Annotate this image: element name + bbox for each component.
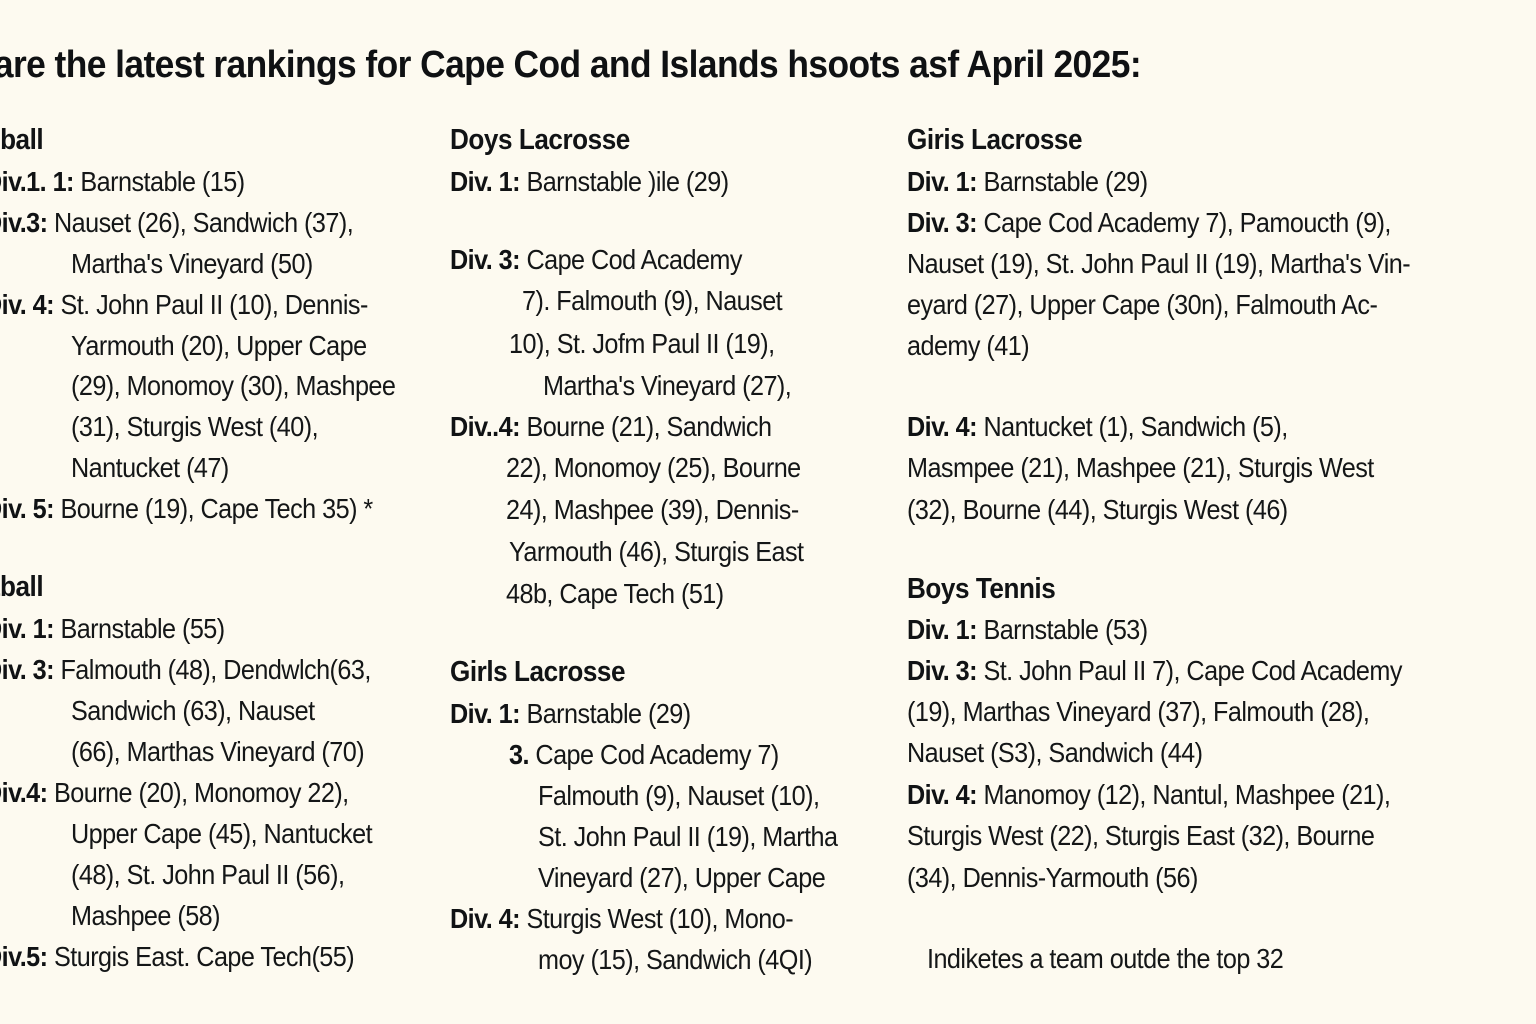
division-label: Div. 3: xyxy=(907,655,978,686)
division-teams-continued: 24), Mashpee (39), Dennis- xyxy=(506,494,799,525)
division-teams-continued: (19), Marthas Vineyard (37), Falmouth (2… xyxy=(907,696,1370,727)
division-teams: Barnstable )ile (29) xyxy=(526,166,729,197)
division-row: Div..4: Bourne (21), Sandwich xyxy=(450,410,772,444)
division-teams-continued: Sturgis West (22), Sturgis East (32), Bo… xyxy=(907,820,1375,851)
division-teams: Barnstable (53) xyxy=(983,614,1148,645)
division-teams: Barnstable (15) xyxy=(80,166,245,197)
division-teams: Falmouth (48), Dendwlch(63, xyxy=(60,654,371,685)
division-row: Div. 4: St. John Paul II (10), Dennis- xyxy=(0,288,368,322)
division-teams-continued: ademy (41) xyxy=(907,330,1030,361)
division-teams-continued: Falmouth (9), Nauset (10), xyxy=(538,780,820,811)
division-row: 3. Cape Cod Academy 7) xyxy=(509,738,779,772)
division-teams-continued: (29), Monomoy (30), Mashpee xyxy=(71,370,396,401)
division-row: Div. 1: Barnstable (29) xyxy=(907,165,1148,199)
division-row: Div. 1: Barnstable (53) xyxy=(907,613,1148,647)
division-label: Div. 3: xyxy=(0,654,55,685)
division-teams-continued: Nantucket (47) xyxy=(71,452,229,483)
division-teams-continued: Martha's Vineyard (50) xyxy=(71,248,313,279)
division-row: Div. 1: Barnstable )ile (29) xyxy=(450,165,729,199)
division-label: Div. 4: xyxy=(907,779,978,810)
division-label: Div.1. 1: xyxy=(0,166,74,197)
division-teams-continued: 7). Falmouth (9), Nauset xyxy=(522,285,783,316)
section-heading-boys-tennis: Boys Tennis xyxy=(907,573,1056,605)
division-label: Div.5: xyxy=(0,941,48,972)
division-teams: St. John Paul II (10), Dennis- xyxy=(60,289,368,320)
division-teams: Sturgis West (10), Mono- xyxy=(526,903,794,934)
division-teams: Bourne (19), Cape Tech 35) * xyxy=(60,493,373,524)
division-row: Div. 1: Barnstable (55) xyxy=(0,612,225,646)
footnote: Indiketes a team outde the top 32 xyxy=(927,943,1284,974)
division-teams: Sturgis East. Cape Tech(55) xyxy=(53,941,355,972)
division-label: Div. 5: xyxy=(0,493,55,524)
section-heading-baseball: eball xyxy=(0,124,44,156)
division-teams: Bourne (20), Monomoy 22), xyxy=(53,777,349,808)
division-teams-continued: St. John Paul II (19), Martha xyxy=(538,821,838,852)
division-row: Div.1. 1: Barnstable (15) xyxy=(0,165,245,199)
division-label: Div.4: xyxy=(0,777,48,808)
division-teams-continued: 22), Monomoy (25), Bourne xyxy=(506,452,801,483)
division-teams-continued: Sandwich (63), Nauset xyxy=(71,695,315,726)
division-teams: Barnstable (55) xyxy=(60,613,225,644)
division-teams: Nauset (26), Sandwich (37), xyxy=(53,207,354,238)
division-label: Div. 3: xyxy=(907,207,978,238)
division-label: Div..4: xyxy=(450,411,521,442)
division-label: 3. xyxy=(509,739,529,770)
division-teams-continued: (34), Dennis-Yarmouth (56) xyxy=(907,862,1198,893)
section-heading-softball: 'tball xyxy=(0,571,44,603)
division-row: Div.5: Sturgis East. Cape Tech(55) xyxy=(0,940,355,974)
division-label: Div. 1: xyxy=(450,166,521,197)
division-row: Div. 3: St. John Paul II 7), Cape Cod Ac… xyxy=(907,654,1402,688)
division-teams-continued: Nauset (S3), Sandwich (44) xyxy=(907,737,1203,768)
division-teams-continued: (66), Marthas Vineyard (70) xyxy=(71,736,365,767)
division-teams-continued: 48b, Cape Tech (51) xyxy=(506,578,724,609)
division-teams: Cape Cod Academy xyxy=(526,244,742,275)
division-teams-continued: eyard (27), Upper Cape (30n), Falmouth A… xyxy=(907,289,1378,320)
division-row: Div. 4: Manomoy (12), Nantul, Mashpee (2… xyxy=(907,778,1391,812)
division-label: Div. 4: xyxy=(450,903,521,934)
division-teams: Barnstable (29) xyxy=(526,698,691,729)
division-label: Div. 3: xyxy=(450,244,521,275)
division-teams-continued: Masmpee (21), Mashpee (21), Sturgis West xyxy=(907,452,1374,483)
division-row: Div. 4: Nantucket (1), Sandwich (5), xyxy=(907,410,1288,444)
division-teams-continued: Upper Cape (45), Nantucket xyxy=(71,818,373,849)
division-teams: Bourne (21), Sandwich xyxy=(526,411,772,442)
division-row: Div. 3: Cape Cod Academy xyxy=(450,243,742,277)
division-teams: Cape Cod Academy 7), Pamoucth (9), xyxy=(983,207,1391,238)
division-teams: Cape Cod Academy 7) xyxy=(535,739,779,770)
division-row: Div. 5: Bourne (19), Cape Tech 35) * xyxy=(0,492,373,526)
division-row: Div.4: Bourne (20), Monomoy 22), xyxy=(0,776,349,810)
division-teams: Nantucket (1), Sandwich (5), xyxy=(983,411,1288,442)
division-teams-continued: (48), St. John Paul II (56), xyxy=(71,859,345,890)
division-teams-continued: Yarmouth (20), Upper Cape xyxy=(71,330,367,361)
division-row: Div. 4: Sturgis West (10), Mono- xyxy=(450,902,794,936)
division-label: Div. 4: xyxy=(907,411,978,442)
division-teams: St. John Paul II 7), Cape Cod Academy xyxy=(983,655,1402,686)
division-label: Div. 1: xyxy=(0,613,55,644)
division-label: Div. 4: xyxy=(0,289,55,320)
section-heading-girls-lacrosse-2: Giris Lacrosse xyxy=(907,124,1083,156)
division-row: Div. 3: Cape Cod Academy 7), Pamoucth (9… xyxy=(907,206,1391,240)
division-teams-continued: 10), St. Jofm Paul II (19), xyxy=(509,328,775,359)
division-row: Div. 1: Barnstable (29) xyxy=(450,697,691,731)
division-label: Div. 1: xyxy=(907,166,978,197)
division-teams: Manomoy (12), Nantul, Mashpee (21), xyxy=(983,779,1391,810)
division-teams-continued: (32), Bourne (44), Sturgis West (46) xyxy=(907,494,1288,525)
division-teams-continued: Nauset (19), St. John Paul II (19), Mart… xyxy=(907,248,1411,279)
division-teams-continued: (31), Sturgis West (40), xyxy=(71,411,319,442)
division-teams-continued: Vineyard (27), Upper Cape xyxy=(538,862,826,893)
section-heading-girls-lacrosse: Girls Lacrosse xyxy=(450,656,626,688)
division-label: Div.3: xyxy=(0,207,48,238)
section-heading-boys-lacrosse: Doys Lacrosse xyxy=(450,124,630,156)
page-title: 'are the latest rankings for Cape Cod an… xyxy=(0,44,1142,86)
division-label: Div. 1: xyxy=(907,614,978,645)
division-row: Div. 3: Falmouth (48), Dendwlch(63, xyxy=(0,653,371,687)
division-teams-continued: Mashpee (58) xyxy=(71,900,221,931)
division-teams: Barnstable (29) xyxy=(983,166,1148,197)
division-label: Div. 1: xyxy=(450,698,521,729)
division-teams-continued: Yarmouth (46), Sturgis East xyxy=(509,536,804,567)
division-row: Div.3: Nauset (26), Sandwich (37), xyxy=(0,206,354,240)
division-teams-continued: moy (15), Sandwich (4QI) xyxy=(538,944,813,975)
division-teams-continued: Martha's Vineyard (27), xyxy=(543,370,792,401)
